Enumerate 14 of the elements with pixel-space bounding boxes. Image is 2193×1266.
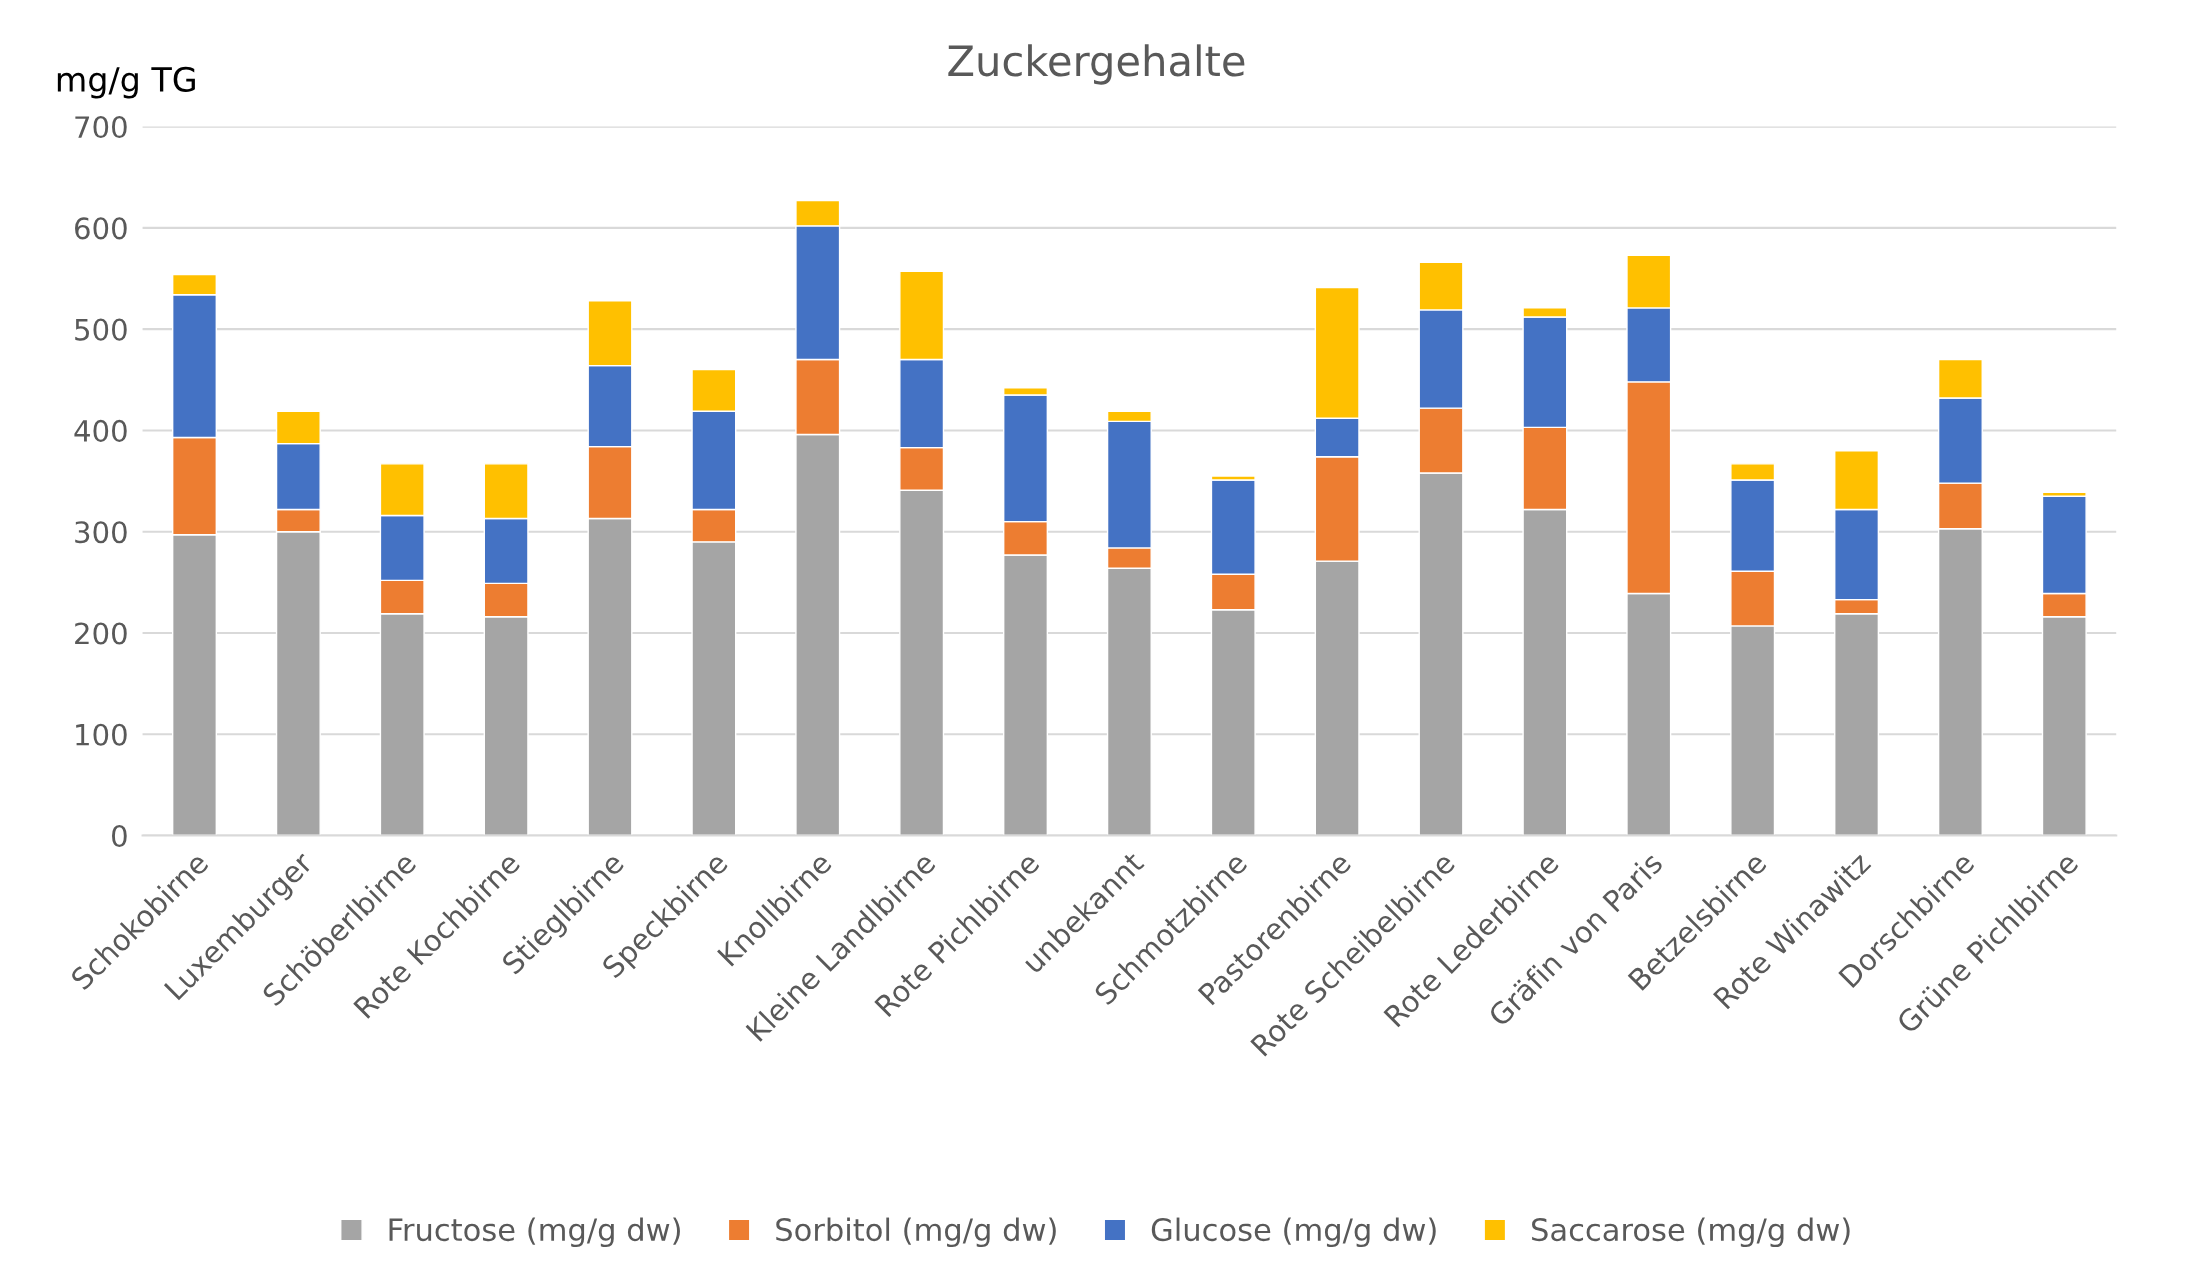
- y-axis-title: mg/g TG: [57, 66, 195, 99]
- y-tick-label: 100: [76, 723, 127, 746]
- y-tick-label: 600: [75, 217, 127, 240]
- legend-label: Saccarose (mg/g dw): [1532, 1217, 1850, 1248]
- legend-label: Fructose (mg/g dw): [389, 1217, 680, 1248]
- y-tick-label: 700: [75, 116, 127, 139]
- chart-title: Zuckergehalte: [948, 44, 1245, 85]
- y-tick-label: 0: [112, 824, 127, 848]
- legend-label: Sorbitol (mg/g dw): [776, 1217, 1056, 1248]
- y-tick-label: 200: [75, 622, 127, 645]
- y-tick-label: 500: [75, 318, 127, 341]
- legend-label: Glucose (mg/g dw): [1151, 1217, 1436, 1248]
- y-tick-label: 400: [74, 419, 127, 442]
- y-tick-label: 300: [75, 521, 127, 544]
